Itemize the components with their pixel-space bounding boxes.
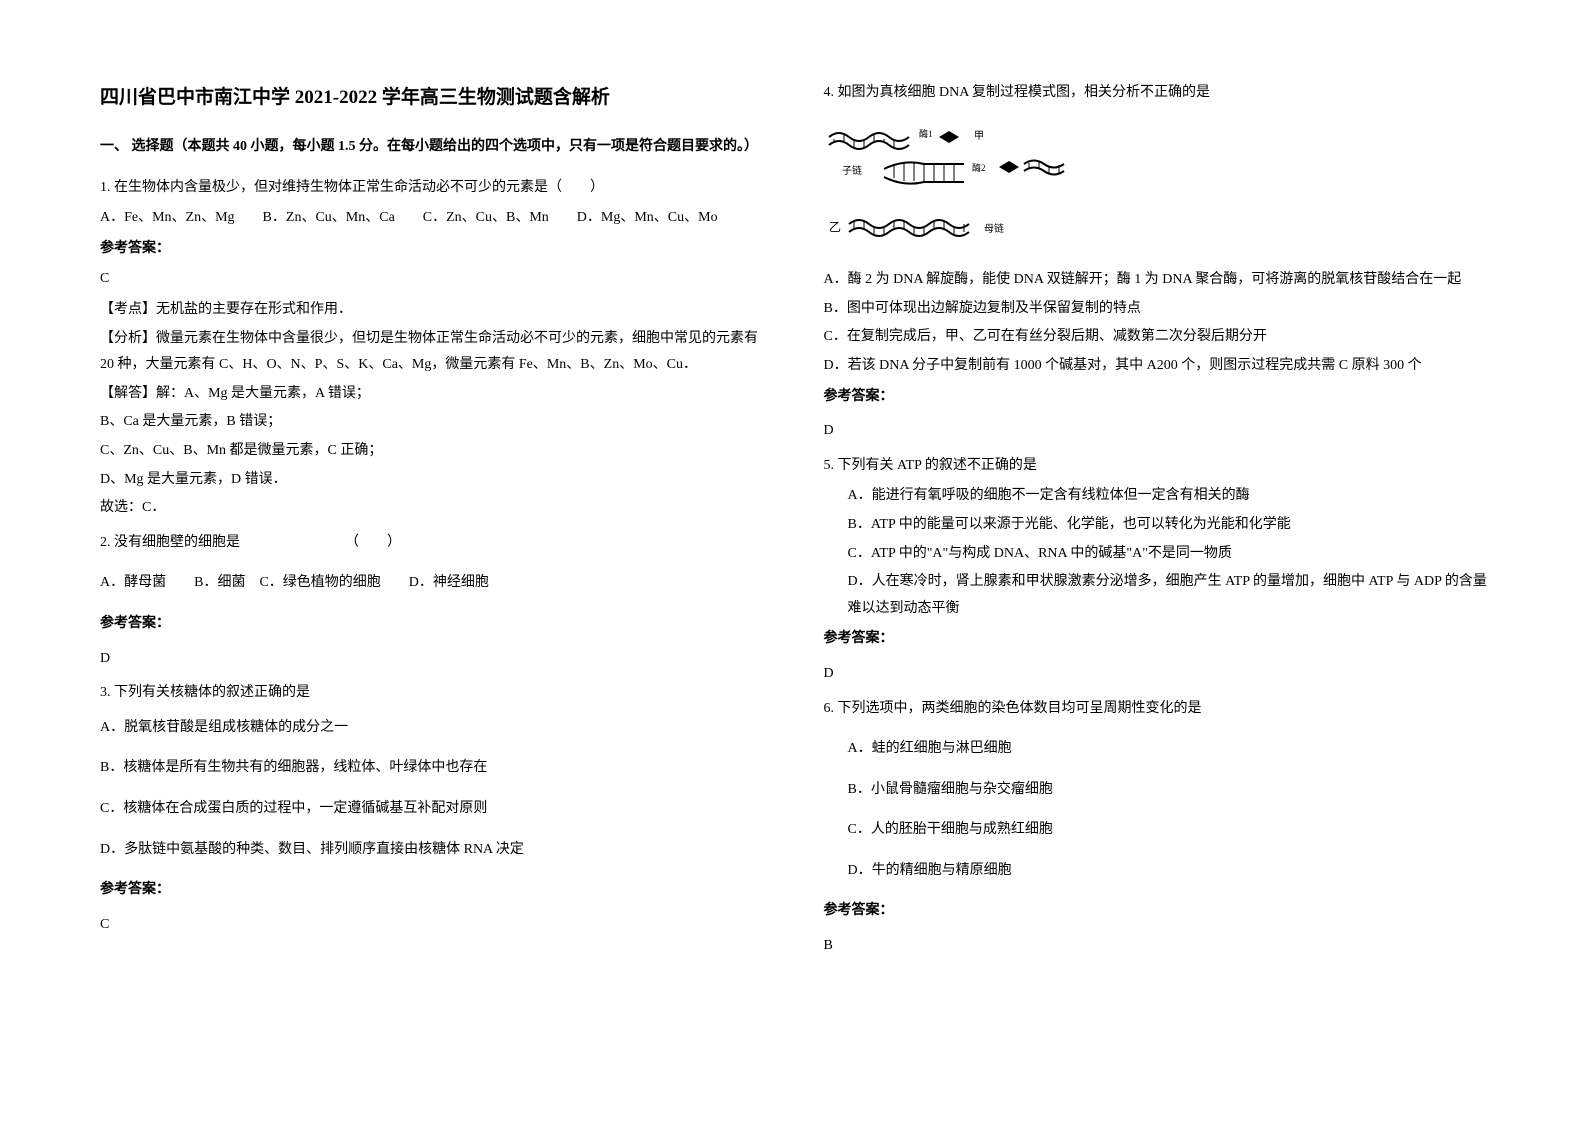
q5-answer-label: 参考答案：: [824, 626, 1488, 653]
q6-optC: C．人的胚胎干细胞与成熟红细胞: [824, 817, 1488, 844]
label-child: 子链: [842, 164, 862, 177]
label-enzyme1: 酶1: [919, 128, 933, 139]
q4-optB: B．图中可体现出边解旋边复制及半保留复制的特点: [824, 296, 1488, 323]
q5-optD: D．人在寒冷时，肾上腺素和甲状腺激素分泌增多，细胞产生 ATP 的量增加，细胞中…: [824, 569, 1488, 622]
q5-optB: B．ATP 中的能量可以来源于光能、化学能，也可以转化为光能和化学能: [824, 512, 1488, 539]
q1-answer: C: [100, 266, 764, 293]
left-column: 四川省巴中市南江中学 2021-2022 学年高三生物测试题含解析 一、 选择题…: [100, 80, 764, 968]
dna-replication-diagram: 酶1 甲 子链 酶2: [824, 119, 1074, 249]
q1-exp1: 【考点】无机盐的主要存在形式和作用．: [100, 297, 764, 324]
q3-optB: B．核糖体是所有生物共有的细胞器，线粒体、叶绿体中也存在: [100, 755, 764, 782]
q2-options: A．酵母菌 B．细菌 C．绿色植物的细胞 D．神经细胞: [100, 570, 764, 597]
q6-optB: B．小鼠骨髓瘤细胞与杂交瘤细胞: [824, 777, 1488, 804]
q1-answer-label: 参考答案：: [100, 236, 764, 263]
q6-text: 6. 下列选项中，两类细胞的染色体数目均可呈周期性变化的是: [824, 696, 1488, 723]
q4-optD: D．若该 DNA 分子中复制前有 1000 个碱基对，其中 A200 个，则图示…: [824, 353, 1488, 380]
right-column: 4. 如图为真核细胞 DNA 复制过程模式图，相关分析不正确的是 酶1 甲 子链: [824, 80, 1488, 968]
question-5: 5. 下列有关 ATP 的叙述不正确的是 A．能进行有氧呼吸的细胞不一定含有线粒…: [824, 453, 1488, 688]
question-1: 1. 在生物体内含量极少，但对维持生物体正常生命活动必不可少的元素是（ ） A．…: [100, 175, 764, 522]
section-header: 一、 选择题（本题共 40 小题，每小题 1.5 分。在每小题给出的四个选项中，…: [100, 134, 764, 161]
q5-answer: D: [824, 661, 1488, 688]
q4-answer-label: 参考答案：: [824, 384, 1488, 411]
q1-options: A．Fe、Mn、Zn、Mg B．Zn、Cu、Mn、Ca C．Zn、Cu、B、Mn…: [100, 205, 764, 232]
q5-optC: C．ATP 中的"A"与构成 DNA、RNA 中的碱基"A"不是同一物质: [824, 541, 1488, 568]
q1-text: 1. 在生物体内含量极少，但对维持生物体正常生命活动必不可少的元素是（ ）: [100, 175, 764, 202]
label-jia: 甲: [974, 131, 984, 142]
q4-optC: C．在复制完成后，甲、乙可在有丝分裂后期、减数第二次分裂后期分开: [824, 324, 1488, 351]
q2-answer: D: [100, 646, 764, 673]
page-container: 四川省巴中市南江中学 2021-2022 学年高三生物测试题含解析 一、 选择题…: [100, 80, 1487, 968]
question-6: 6. 下列选项中，两类细胞的染色体数目均可呈周期性变化的是 A．蛙的红细胞与淋巴…: [824, 696, 1488, 960]
q2-answer-label: 参考答案：: [100, 611, 764, 638]
label-parent: 母链: [984, 222, 1004, 235]
q6-answer-label: 参考答案：: [824, 898, 1488, 925]
q1-exp6: D、Mg 是大量元素，D 错误．: [100, 467, 764, 494]
q1-exp4: B、Ca 是大量元素，B 错误；: [100, 409, 764, 436]
q1-exp5: C、Zn、Cu、B、Mn 都是微量元素，C 正确；: [100, 438, 764, 465]
q3-text: 3. 下列有关核糖体的叙述正确的是: [100, 680, 764, 707]
question-3: 3. 下列有关核糖体的叙述正确的是 A．脱氧核苷酸是组成核糖体的成分之一 B．核…: [100, 680, 764, 938]
q3-answer-label: 参考答案：: [100, 877, 764, 904]
q6-optA: A．蛙的红细胞与淋巴细胞: [824, 736, 1488, 763]
q6-optD: D．牛的精细胞与精原细胞: [824, 858, 1488, 885]
q3-optA: A．脱氧核苷酸是组成核糖体的成分之一: [100, 715, 764, 742]
q3-optC: C．核糖体在合成蛋白质的过程中，一定遵循碱基互补配对原则: [100, 796, 764, 823]
q4-answer: D: [824, 418, 1488, 445]
question-4: 4. 如图为真核细胞 DNA 复制过程模式图，相关分析不正确的是 酶1 甲 子链: [824, 80, 1488, 445]
q5-text: 5. 下列有关 ATP 的叙述不正确的是: [824, 453, 1488, 480]
page-title: 四川省巴中市南江中学 2021-2022 学年高三生物测试题含解析: [100, 80, 764, 116]
q4-text: 4. 如图为真核细胞 DNA 复制过程模式图，相关分析不正确的是: [824, 80, 1488, 107]
q6-answer: B: [824, 933, 1488, 960]
q1-exp7: 故选：C．: [100, 495, 764, 522]
label-enzyme2: 酶2: [972, 162, 986, 173]
q1-exp2: 【分析】微量元素在生物体中含量很少，但切是生物体正常生命活动必不可少的元素，细胞…: [100, 326, 764, 379]
q5-optA: A．能进行有氧呼吸的细胞不一定含有线粒体但一定含有相关的酶: [824, 483, 1488, 510]
q4-optA: A．酶 2 为 DNA 解旋酶，能使 DNA 双链解开；酶 1 为 DNA 聚合…: [824, 267, 1488, 294]
q3-optD: D．多肽链中氨基酸的种类、数目、排列顺序直接由核糖体 RNA 决定: [100, 837, 764, 864]
label-yi: 乙: [829, 220, 841, 234]
q3-answer: C: [100, 912, 764, 939]
question-2: 2. 没有细胞壁的细胞是 （ ） A．酵母菌 B．细菌 C．绿色植物的细胞 D．…: [100, 530, 764, 672]
q2-text: 2. 没有细胞壁的细胞是 （ ）: [100, 530, 764, 557]
q1-exp3: 【解答】解：A、Mg 是大量元素，A 错误；: [100, 381, 764, 408]
